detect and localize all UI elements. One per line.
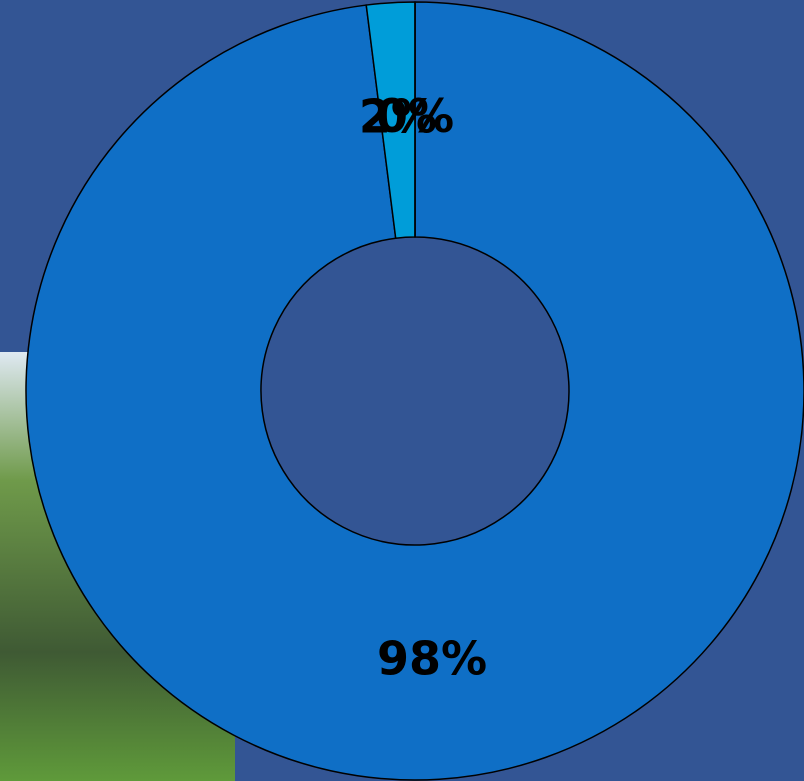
data-label: 98%	[377, 631, 487, 685]
slice	[25, 1, 804, 781]
labels: 98% 2%0%	[359, 89, 487, 685]
data-label: 0%	[376, 89, 454, 143]
data-label: 2%	[359, 90, 437, 144]
donut	[25, 1, 804, 781]
